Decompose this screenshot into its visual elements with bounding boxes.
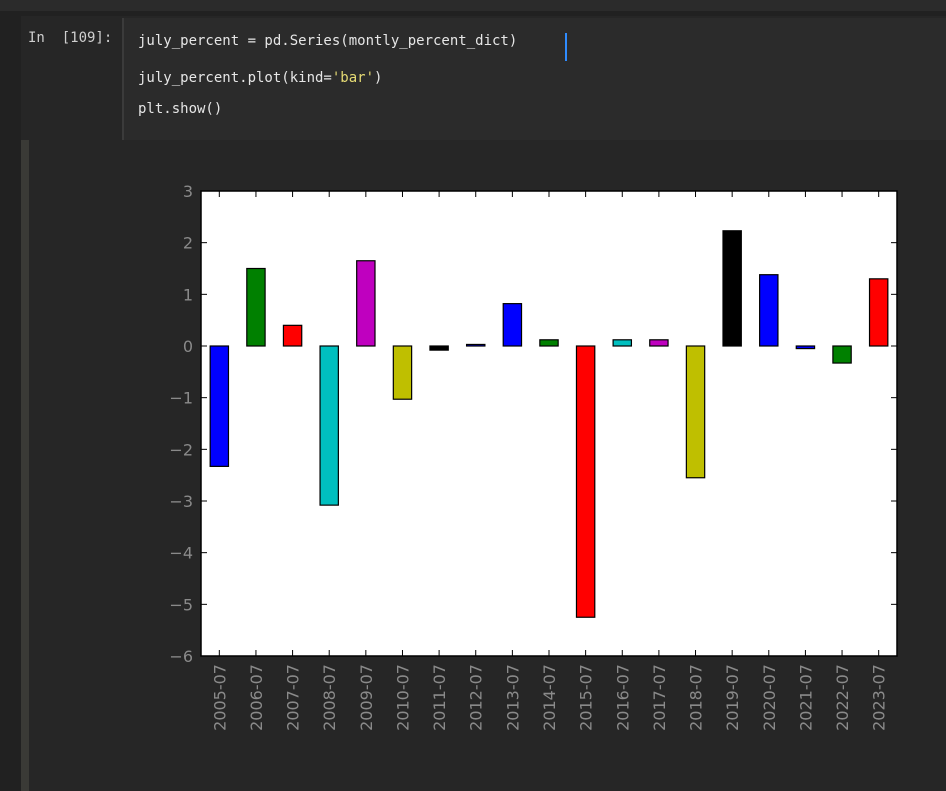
code-line-2-string: 'bar': [331, 70, 375, 86]
x-tick-label: 2017-07: [650, 664, 669, 731]
bar-2023-07: [868, 278, 889, 347]
x-tick-label: 2020-07: [760, 664, 779, 731]
code-line-2-start: july_percent.plot(kind=: [138, 70, 332, 86]
bar-2013-07: [502, 303, 523, 347]
y-tick-label: 0: [183, 337, 193, 356]
x-tick-label: 2011-07: [430, 664, 449, 731]
bar-2014-07: [539, 339, 559, 347]
bar-2011-07: [429, 345, 449, 351]
code-line-1[interactable]: july_percent = pd.Series(montly_percent_…: [138, 33, 517, 49]
x-tick-label: 2012-07: [467, 664, 486, 731]
bar-2008-07: [319, 345, 339, 506]
cell-prompt: In [109]:: [28, 30, 113, 46]
code-line-1-start: july_percent = pd.Series(: [138, 33, 349, 49]
y-tick-label: 3: [183, 182, 193, 201]
x-tick-label: 2008-07: [320, 664, 339, 731]
bar-2020-07: [759, 274, 779, 347]
y-tick-label: −4: [169, 544, 193, 563]
code-line-1-end: ): [508, 33, 518, 49]
bar-2007-07: [282, 324, 303, 347]
text-cursor: [565, 33, 567, 61]
bar-2009-07: [356, 260, 376, 347]
plot-area: [201, 191, 897, 656]
x-tick-label: 2007-07: [284, 664, 303, 731]
y-tick-label: 2: [183, 234, 193, 253]
x-tick-label: 2006-07: [247, 664, 266, 731]
x-tick-label: 2009-07: [357, 664, 376, 731]
x-tick-label: 2021-07: [796, 664, 815, 731]
notebook-top-bar: [0, 0, 946, 11]
bar-2021-07: [795, 345, 816, 350]
bar-chart: 3 2 1 0 −1 −2 −3 −4 −5 −6 2005-07 2006-07 2007-07 200…: [169, 182, 898, 731]
code-editor[interactable]: july_percent = pd.Series(montly_percent_…: [122, 18, 946, 140]
output-collapse-strip[interactable]: [21, 140, 29, 791]
bar-2010-07: [392, 345, 413, 400]
code-line-2[interactable]: july_percent.plot(kind='bar'): [138, 70, 382, 86]
x-tick-label: 2016-07: [613, 664, 632, 731]
output-area: 3 2 1 0 −1 −2 −3 −4 −5 −6 2005-07 2006-07 2007-07 200…: [29, 140, 946, 791]
bar-2015-07: [575, 345, 596, 618]
bar-2017-07: [649, 339, 669, 347]
bar-2006-07: [246, 267, 266, 347]
x-tick-label: 2015-07: [577, 664, 596, 731]
x-tick-label: 2010-07: [393, 664, 412, 731]
bar-2016-07: [612, 339, 633, 347]
x-tick-label: 2014-07: [540, 664, 559, 731]
code-line-2-end: ): [374, 70, 383, 86]
y-tick-label: −5: [169, 595, 193, 614]
x-tick-label: 2018-07: [687, 664, 706, 731]
code-line-1-arg: montly_percent_dict: [348, 33, 509, 49]
y-tick-label: −2: [169, 440, 193, 459]
y-tick-label: −1: [169, 389, 193, 408]
code-line-3[interactable]: plt.show(): [138, 101, 222, 117]
bar-2012-07: [465, 343, 486, 347]
x-tick-label: 2005-07: [210, 664, 229, 731]
bar-2018-07: [685, 345, 706, 479]
x-tick-label: 2022-07: [833, 664, 852, 731]
bar-2005-07: [209, 345, 230, 467]
y-tick-label: 1: [183, 285, 193, 304]
x-tick-label: 2019-07: [723, 664, 742, 731]
x-tick-label: 2023-07: [870, 664, 889, 731]
bar-2019-07: [722, 230, 742, 347]
bar-2022-07: [832, 345, 852, 364]
x-tick-label: 2013-07: [503, 664, 522, 731]
code-line-3-text: plt.show(): [138, 101, 223, 117]
y-tick-label: −3: [169, 492, 193, 511]
y-tick-label: −6: [169, 647, 193, 666]
